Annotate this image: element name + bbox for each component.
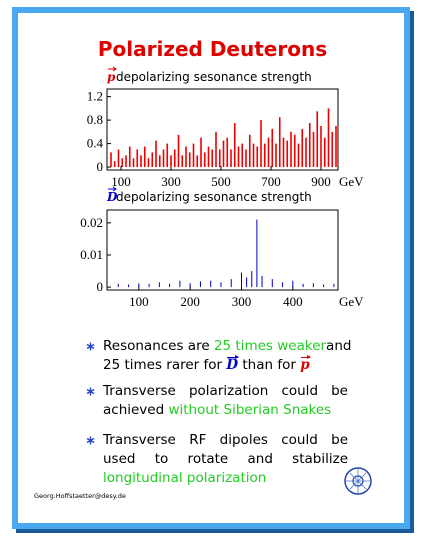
vector-symbol: D [226,355,239,373]
bullet-line: achieved without Siberian Snakes [103,401,348,420]
bullet: Resonances are 25 times weakerand 25 time… [86,337,352,375]
text-run: without Siberian Snakes [168,402,332,418]
slide-frame [12,7,410,529]
bullet-line: used to rotate and stabilize [103,450,348,469]
x-tick-label: 700 [261,174,281,189]
bullet: Transverse RF dipoles could be used to ro… [86,431,348,488]
bullet-line: 25 times rarer for D than for p [103,355,348,375]
bullet: Transverse polarization could be achieved… [86,382,348,420]
bullet-star [86,436,95,445]
text-run: Transverse RF dipoles could be [103,432,348,448]
text-run: Transverse polarization could be [103,383,348,399]
x-tick-label: 500 [211,174,231,189]
x-tick-label: 100 [111,174,131,189]
vector-symbol: p [300,355,312,373]
text-run: than for [238,357,301,373]
slide-title: Polarized Deuterons [97,37,328,61]
y-tick-label: 1.2 [87,89,103,104]
chart-symbol: p [107,70,116,84]
bullet-line: Transverse polarization could be [103,382,348,401]
y-tick-label: 0 [97,279,104,294]
text-run: and [326,338,352,354]
x-tick-label: 300 [232,294,252,309]
x-tick-label: 300 [161,174,181,189]
y-tick-label: 0.4 [87,136,104,151]
plot-frame [106,209,339,291]
text-run: Resonances are [103,338,214,354]
bullet-line: Resonances are 25 times weakerand [103,337,352,356]
text-run: achieved [103,402,169,418]
plot-frame [106,88,339,171]
text-run: 25 times rarer for [103,357,227,373]
bullet-line: Transverse RF dipoles could be [103,431,348,450]
y-tick-label: 0.8 [87,112,103,127]
footer: Georg.Hoffstaetter@desy.de [34,492,126,500]
text-run: longitudinal polarization [103,470,267,486]
y-tick-label: 0 [97,159,104,174]
bullet-star [86,387,95,396]
x-tick-label: 100 [129,294,149,309]
x-axis-label: GeV [339,174,364,189]
x-tick-label: 200 [180,294,200,309]
bullet-star [86,342,95,351]
y-tick-label: 0.01 [80,247,103,262]
chart-symbol: D [106,190,118,204]
chart-subtitle: depolarizing sesonance strength [116,70,312,84]
vector-arrow [108,66,117,72]
vector-arrow [108,186,117,192]
text-run: used to rotate and stabilize [103,451,348,467]
x-tick-label: 400 [283,294,303,309]
x-axis-label: GeV [339,294,364,309]
text-run: 25 times weaker [213,338,327,354]
y-tick-label: 0.02 [80,215,103,230]
x-tick-label: 900 [311,174,331,189]
chart-subtitle: depolarizing sesonance strength [116,190,312,204]
bullet-line: longitudinal polarization [103,469,348,488]
logo [344,467,372,495]
